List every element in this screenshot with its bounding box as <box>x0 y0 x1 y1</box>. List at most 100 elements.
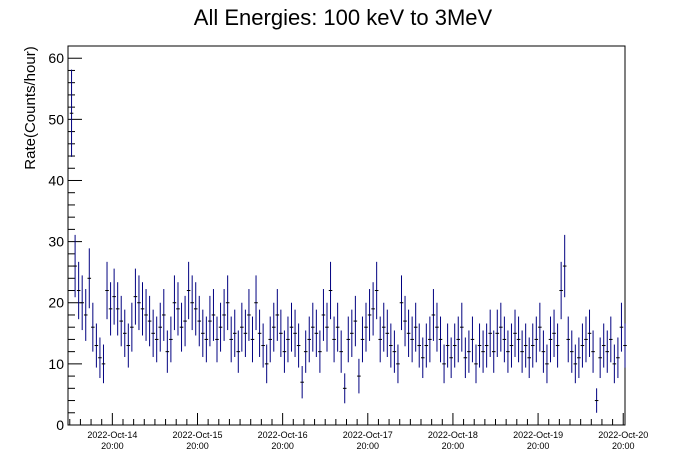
data-point <box>176 282 180 336</box>
data-point <box>456 316 461 363</box>
data-point <box>385 309 390 357</box>
data-point <box>374 261 379 320</box>
data-point <box>516 316 521 363</box>
data-point <box>73 234 77 298</box>
data-point <box>555 323 560 368</box>
data-point <box>318 330 322 373</box>
data-point <box>460 302 464 352</box>
data-point <box>594 388 599 413</box>
data-point <box>186 261 191 320</box>
data-point <box>584 316 588 363</box>
x-tick-time-label: 20:00 <box>186 441 209 451</box>
data-point <box>559 261 563 320</box>
data-point <box>566 316 571 363</box>
data-point <box>232 309 237 357</box>
data-point <box>523 323 528 368</box>
plot-frame <box>67 45 626 426</box>
data-point <box>130 302 134 352</box>
y-axis: 0 10 20 30 40 50 60 <box>48 45 82 433</box>
data-point <box>364 302 368 352</box>
data-point <box>190 275 194 331</box>
data-point <box>137 275 141 331</box>
data-point <box>144 289 148 341</box>
data-point <box>112 268 116 325</box>
y-tick-label: 50 <box>48 111 64 127</box>
data-point <box>204 316 209 363</box>
data-point <box>240 302 244 352</box>
data-point <box>179 302 184 352</box>
data-point <box>261 323 265 368</box>
data-point <box>421 337 425 379</box>
x-tick-date-label: 2022-Oct-20 <box>598 430 648 440</box>
data-point <box>488 309 492 357</box>
data-point <box>463 337 468 379</box>
data-point <box>243 309 248 357</box>
data-point <box>445 323 450 368</box>
data-point <box>208 295 212 347</box>
x-tick-date-label: 2022-Oct-17 <box>343 430 393 440</box>
data-point <box>435 302 439 352</box>
data-point <box>193 282 198 336</box>
x-tick-time-label: 20:00 <box>357 441 380 451</box>
data-point <box>87 248 92 309</box>
x-tick-time-label: 20:00 <box>527 441 550 451</box>
data-point <box>570 330 574 373</box>
data-point <box>314 309 319 357</box>
data-point <box>534 316 539 363</box>
data-point <box>119 295 123 347</box>
data-point <box>222 289 226 341</box>
x-tick-time-label: 20:00 <box>101 441 124 451</box>
data-point <box>91 302 95 352</box>
data-point <box>279 309 283 357</box>
data-point <box>513 309 517 357</box>
data-point <box>325 302 329 352</box>
data-point <box>151 309 155 357</box>
data-point <box>428 316 432 363</box>
data-point <box>94 323 99 368</box>
data-point <box>282 330 287 373</box>
x-tick-time-label: 20:00 <box>612 441 635 451</box>
data-point <box>389 323 393 368</box>
data-point <box>165 330 170 373</box>
x-tick-date-label: 2022-Oct-16 <box>258 430 308 440</box>
data-point <box>307 316 312 363</box>
data-point <box>392 330 397 373</box>
data-point <box>449 337 453 379</box>
data-point <box>612 344 617 384</box>
data-point <box>257 309 262 357</box>
data-point <box>601 323 606 368</box>
data-point <box>481 330 485 373</box>
data-point <box>303 330 308 373</box>
data-point <box>197 295 202 347</box>
data-point <box>311 302 315 352</box>
data-point <box>346 316 351 363</box>
data-point <box>403 295 407 347</box>
data-point <box>552 309 556 357</box>
data-point <box>211 289 216 341</box>
data-point <box>147 295 152 347</box>
x-tick-time-label: 20:00 <box>271 441 294 451</box>
data-point <box>580 323 585 368</box>
data-point <box>541 330 546 373</box>
data-point <box>250 316 255 363</box>
data-point <box>172 275 177 331</box>
y-tick-label: 40 <box>48 172 64 188</box>
data-point <box>591 330 595 373</box>
data-point <box>289 302 294 352</box>
data-point <box>268 316 272 363</box>
data-point <box>350 309 354 357</box>
y-tick-label: 10 <box>48 356 64 372</box>
data-point <box>367 289 372 341</box>
data-point <box>509 323 514 368</box>
data-point <box>101 344 106 384</box>
data-point <box>321 289 326 341</box>
data-point <box>328 261 333 320</box>
data-point <box>300 366 304 399</box>
data-point <box>396 344 400 384</box>
data-point <box>484 323 489 368</box>
data-point <box>417 323 422 368</box>
y-tick-label: 0 <box>56 417 64 433</box>
data-point <box>438 316 443 363</box>
data-point <box>598 337 602 379</box>
